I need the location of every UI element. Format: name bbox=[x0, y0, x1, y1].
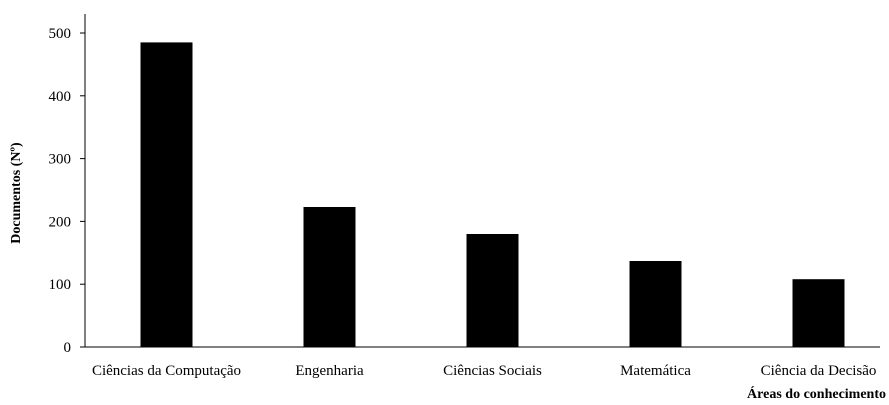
bar-5 bbox=[792, 279, 845, 347]
x-tick-label-1: Ciências da Computação bbox=[92, 363, 241, 379]
bar-1 bbox=[140, 42, 193, 348]
y-tick-label-200: 200 bbox=[49, 214, 72, 230]
x-labels-layer: Ciências da Computação Engenharia Ciências… bbox=[92, 363, 876, 379]
bar-4 bbox=[629, 261, 682, 347]
x-tick-label-3: Ciências Sociais bbox=[443, 363, 542, 379]
y-tick-label-0: 0 bbox=[64, 340, 72, 356]
y-ticks-layer: 0 100 200 300 400 500 bbox=[49, 26, 85, 356]
bars-layer bbox=[140, 42, 845, 348]
x-tick-label-5: Ciência da Decisão bbox=[761, 363, 877, 379]
x-tick-label-2: Engenharia bbox=[295, 363, 364, 379]
y-tick-label-400: 400 bbox=[49, 89, 72, 105]
bar-2 bbox=[303, 207, 356, 347]
x-tick-label-4: Matemática bbox=[620, 363, 691, 379]
y-tick-label-100: 100 bbox=[49, 277, 72, 293]
x-axis-title: Áreas do conhecimento bbox=[747, 385, 886, 402]
y-tick-label-500: 500 bbox=[49, 26, 72, 42]
axes-layer bbox=[84, 14, 880, 348]
bar-3 bbox=[466, 234, 519, 347]
y-tick-label-300: 300 bbox=[49, 152, 72, 168]
y-axis-title: Documentos (Nº) bbox=[9, 142, 24, 244]
